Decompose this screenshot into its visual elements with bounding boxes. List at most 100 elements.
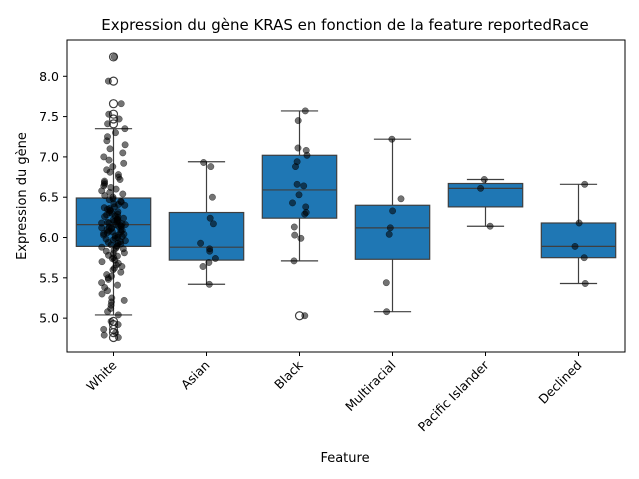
data-point (293, 180, 301, 188)
data-point (114, 311, 122, 319)
data-point (103, 166, 111, 174)
data-point (101, 192, 109, 200)
y-tick-label: 5.5 (39, 270, 59, 285)
x-tick-label-declined: Declined (535, 358, 584, 407)
y-tick-label: 6.0 (39, 230, 59, 245)
data-point (301, 107, 309, 115)
data-point (120, 296, 128, 304)
data-point (98, 219, 106, 227)
data-point (104, 120, 112, 128)
data-point (200, 159, 208, 166)
data-point (100, 325, 108, 333)
data-point (121, 125, 129, 133)
y-tick-label: 6.5 (39, 190, 59, 205)
data-point (106, 145, 114, 153)
data-point (290, 223, 298, 231)
data-point (388, 135, 396, 143)
data-point (206, 214, 214, 222)
data-point (289, 199, 296, 207)
y-tick-label: 8.0 (39, 69, 59, 84)
data-point (102, 247, 110, 255)
data-point (109, 163, 117, 171)
data-point (117, 268, 125, 276)
data-point (571, 242, 579, 250)
data-point (290, 257, 298, 265)
box-asian (168, 211, 245, 261)
data-point (206, 245, 214, 253)
data-point (480, 176, 488, 183)
data-point (209, 220, 217, 228)
data-point (121, 141, 129, 149)
data-point (205, 280, 213, 288)
data-point (294, 117, 302, 125)
data-point (115, 115, 123, 123)
y-tick-label: 5.0 (39, 311, 59, 326)
data-point (207, 163, 215, 171)
data-point (302, 146, 310, 154)
data-point (397, 195, 405, 203)
axes-frame (66, 39, 626, 353)
x-tick-label-black: Black (271, 357, 306, 392)
data-point (98, 279, 106, 287)
data-point (208, 193, 216, 201)
data-point (301, 312, 309, 320)
data-point (300, 182, 308, 190)
data-point (104, 133, 111, 141)
data-point (100, 204, 108, 212)
data-point (98, 290, 106, 298)
data-point (117, 197, 125, 205)
data-point (100, 153, 108, 161)
data-point (114, 281, 121, 289)
data-point (114, 321, 122, 329)
data-point (295, 191, 303, 199)
data-point (105, 110, 113, 118)
y-axis-label: Expression du gène (15, 132, 30, 260)
data-point (211, 255, 219, 262)
outlier-point (108, 99, 119, 109)
data-point (477, 184, 485, 192)
data-point (109, 193, 117, 201)
data-point (297, 234, 305, 242)
data-point (103, 271, 111, 279)
data-point (302, 203, 310, 211)
data-point (117, 100, 125, 108)
data-point (98, 258, 106, 266)
data-point (486, 222, 494, 230)
data-point (382, 279, 390, 287)
data-point (197, 239, 205, 247)
data-point (101, 284, 109, 291)
x-axis-label: Feature (320, 451, 369, 466)
data-point (107, 317, 115, 325)
x-tick-label-pacific-islander: Pacific Islander (415, 357, 492, 434)
data-point (294, 144, 302, 152)
data-point (581, 180, 589, 188)
x-tick-label-multiracial: Multiracial (342, 358, 398, 414)
box-pacific-islander (447, 182, 524, 208)
data-point (386, 224, 394, 232)
plot-area: 5.0 5.5 6.0 6.5 7.0 7.5 8.0 White Asian Black Mult… (39, 39, 626, 434)
data-point (110, 53, 118, 61)
data-point (383, 308, 391, 316)
data-point (575, 219, 583, 227)
x-tick-label-white: White (83, 357, 120, 394)
data-point (114, 208, 122, 216)
data-point (107, 184, 115, 191)
data-point (120, 214, 127, 222)
data-point (104, 77, 112, 85)
data-point (580, 254, 588, 262)
data-point (101, 177, 108, 185)
data-point (112, 329, 120, 337)
data-point (120, 159, 128, 167)
data-point (112, 129, 119, 137)
box-declined (540, 222, 617, 259)
data-point (119, 190, 127, 198)
data-point (100, 331, 108, 339)
data-point (293, 158, 301, 166)
data-point (108, 294, 116, 302)
data-point (199, 263, 207, 270)
chart-title: Expression du gène KRAS en fonction de l… (101, 16, 589, 34)
data-point (205, 259, 213, 266)
data-point (98, 243, 106, 251)
x-tick-label-asian: Asian (178, 358, 213, 393)
